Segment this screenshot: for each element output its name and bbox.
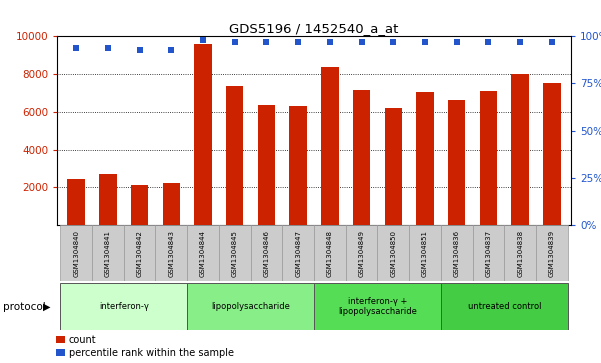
- Bar: [92, 225, 124, 281]
- Text: GSM1304846: GSM1304846: [263, 230, 269, 277]
- Bar: [504, 225, 536, 281]
- Bar: [409, 225, 441, 281]
- Bar: [99, 174, 117, 225]
- Bar: [226, 86, 243, 225]
- Bar: [321, 66, 338, 225]
- Text: GSM1304850: GSM1304850: [390, 230, 396, 277]
- Text: GSM1304845: GSM1304845: [232, 230, 238, 277]
- Text: untreated control: untreated control: [468, 302, 541, 311]
- Point: [166, 46, 176, 52]
- Legend: count, percentile rank within the sample: count, percentile rank within the sample: [56, 335, 234, 358]
- Text: GSM1304844: GSM1304844: [200, 230, 206, 277]
- Point: [357, 39, 367, 45]
- Bar: [441, 225, 472, 281]
- Bar: [346, 225, 377, 281]
- Bar: [60, 225, 92, 281]
- Text: GSM1304841: GSM1304841: [105, 230, 111, 277]
- Bar: [219, 225, 251, 281]
- Bar: [314, 225, 346, 281]
- Text: interferon-γ +
lipopolysaccharide: interferon-γ + lipopolysaccharide: [338, 297, 417, 317]
- Text: GSM1304842: GSM1304842: [136, 230, 142, 277]
- Bar: [187, 225, 219, 281]
- Title: GDS5196 / 1452540_a_at: GDS5196 / 1452540_a_at: [230, 22, 398, 35]
- Point: [516, 39, 525, 45]
- Text: lipopolysaccharide: lipopolysaccharide: [211, 302, 290, 311]
- Bar: [377, 225, 409, 281]
- Text: GSM1304838: GSM1304838: [517, 230, 523, 277]
- Text: protocol: protocol: [3, 302, 46, 312]
- Point: [547, 39, 557, 45]
- Point: [420, 39, 430, 45]
- Bar: [67, 179, 85, 225]
- Bar: [536, 225, 568, 281]
- Text: GSM1304836: GSM1304836: [454, 230, 460, 277]
- Bar: [543, 83, 561, 225]
- Text: GSM1304840: GSM1304840: [73, 230, 79, 277]
- Point: [103, 45, 112, 50]
- Bar: [194, 44, 212, 225]
- Bar: [511, 74, 529, 225]
- Bar: [162, 183, 180, 225]
- Point: [484, 39, 493, 45]
- Bar: [156, 225, 187, 281]
- Text: GSM1304839: GSM1304839: [549, 230, 555, 277]
- Point: [325, 39, 335, 45]
- Bar: [258, 105, 275, 225]
- Point: [230, 39, 240, 45]
- Bar: [290, 106, 307, 225]
- Bar: [314, 283, 441, 330]
- Text: GSM1304851: GSM1304851: [422, 230, 428, 277]
- Bar: [131, 185, 148, 225]
- Bar: [480, 91, 497, 225]
- Bar: [60, 283, 187, 330]
- Text: GSM1304843: GSM1304843: [168, 230, 174, 277]
- Bar: [353, 90, 370, 225]
- Point: [198, 37, 208, 43]
- Text: GSM1304837: GSM1304837: [486, 230, 492, 277]
- Bar: [124, 225, 156, 281]
- Point: [72, 45, 81, 50]
- Point: [388, 39, 398, 45]
- Bar: [251, 225, 282, 281]
- Text: ▶: ▶: [43, 302, 50, 312]
- Point: [135, 46, 144, 52]
- Point: [293, 39, 303, 45]
- Bar: [187, 283, 314, 330]
- Bar: [441, 283, 568, 330]
- Text: GSM1304848: GSM1304848: [327, 230, 333, 277]
- Bar: [472, 225, 504, 281]
- Bar: [416, 92, 434, 225]
- Text: interferon-γ: interferon-γ: [99, 302, 148, 311]
- Text: GSM1304847: GSM1304847: [295, 230, 301, 277]
- Bar: [282, 225, 314, 281]
- Bar: [448, 99, 466, 225]
- Bar: [385, 108, 402, 225]
- Point: [261, 39, 271, 45]
- Text: GSM1304849: GSM1304849: [359, 230, 365, 277]
- Point: [452, 39, 462, 45]
